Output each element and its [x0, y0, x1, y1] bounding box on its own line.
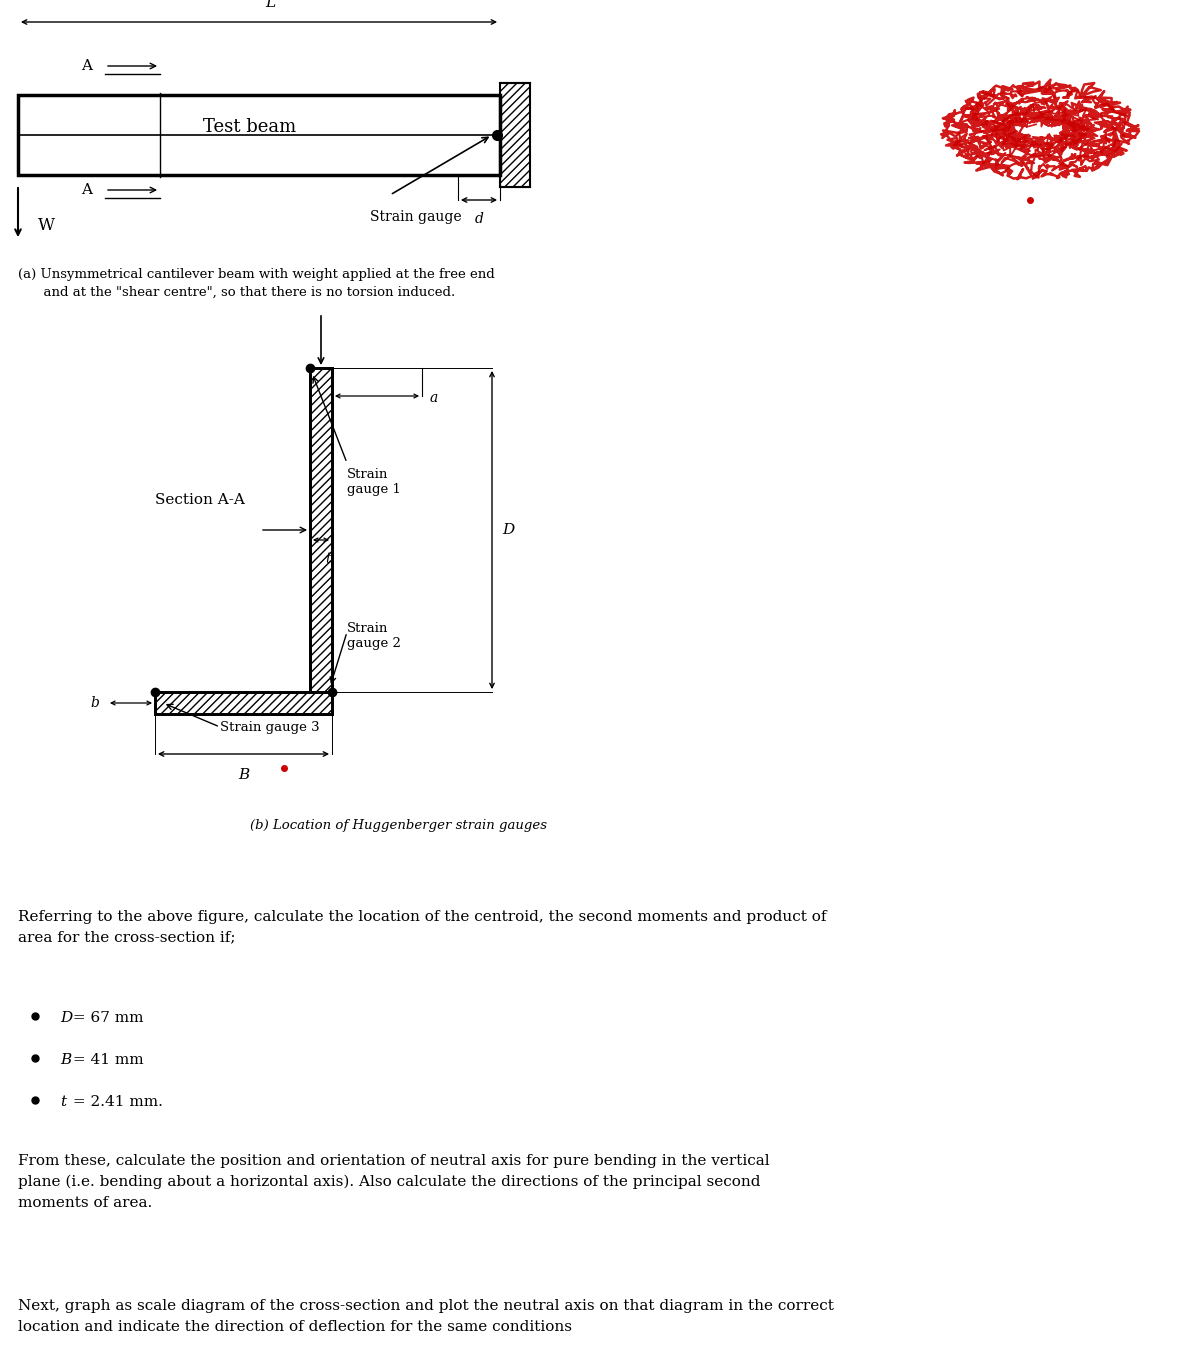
Text: Referring to the above figure, calculate the location of the centroid, the secon: Referring to the above figure, calculate…	[18, 910, 827, 944]
Text: B: B	[238, 767, 250, 782]
Text: Next, graph as scale diagram of the cross-section and plot the neutral axis on t: Next, graph as scale diagram of the cros…	[18, 1300, 834, 1334]
Text: A: A	[82, 59, 92, 73]
Text: Strain gauge: Strain gauge	[370, 211, 462, 224]
Text: Section A-A: Section A-A	[155, 492, 245, 508]
Text: W: W	[38, 216, 55, 234]
Text: B: B	[60, 1053, 71, 1067]
Text: L: L	[265, 0, 275, 10]
Text: Strain
gauge 2: Strain gauge 2	[347, 622, 401, 650]
Text: t: t	[325, 553, 331, 566]
Text: (b) Location of Huggenberger strain gauges: (b) Location of Huggenberger strain gaug…	[250, 819, 547, 832]
Text: Strain
gauge 1: Strain gauge 1	[347, 468, 401, 497]
Text: D: D	[60, 1011, 72, 1025]
Text: d: d	[474, 212, 484, 226]
Text: Strain gauge 3: Strain gauge 3	[220, 721, 319, 733]
Text: D: D	[502, 523, 515, 538]
Text: a: a	[430, 391, 438, 405]
Text: = 67 mm: = 67 mm	[68, 1011, 144, 1025]
Text: A: A	[82, 183, 92, 197]
Text: (a) Unsymmetrical cantilever beam with weight applied at the free end
      and : (a) Unsymmetrical cantilever beam with w…	[18, 268, 494, 300]
Text: t: t	[60, 1094, 66, 1109]
Text: b: b	[90, 696, 98, 710]
Text: = 2.41 mm.: = 2.41 mm.	[68, 1094, 163, 1109]
Text: Test beam: Test beam	[203, 118, 296, 135]
Text: = 41 mm: = 41 mm	[68, 1053, 144, 1067]
Text: From these, calculate the position and orientation of neutral axis for pure bend: From these, calculate the position and o…	[18, 1155, 769, 1209]
